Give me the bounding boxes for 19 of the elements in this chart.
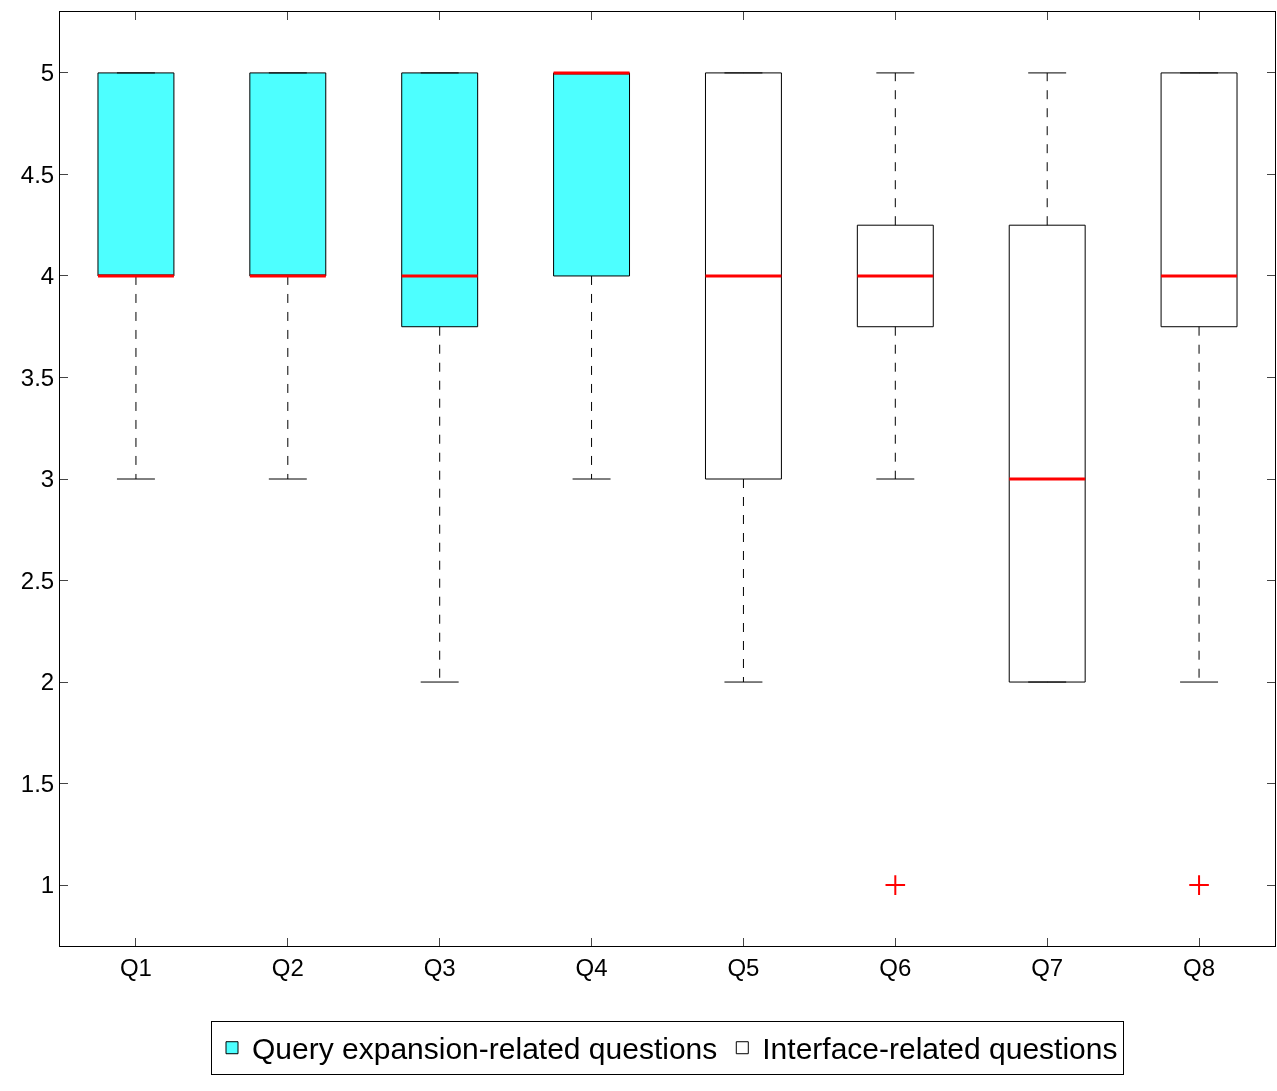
x-tick-label: Q2 xyxy=(271,953,304,981)
x-tick-label: Q3 xyxy=(423,953,456,981)
y-tick-label: 2.5 xyxy=(20,566,55,594)
y-tick-label: 1 xyxy=(40,871,55,899)
y-tick-label: 2 xyxy=(40,668,55,696)
y-tick-label: 1.5 xyxy=(20,769,55,797)
x-tick-label: Q7 xyxy=(1031,953,1064,981)
x-tick-label: Q6 xyxy=(879,953,912,981)
x-tick-label: Q1 xyxy=(119,953,152,981)
y-tick-label: 3.5 xyxy=(20,363,55,391)
legend-label: Query expansion-related questions xyxy=(252,1032,718,1066)
legend-label: Interface-related questions xyxy=(762,1032,1118,1066)
y-tick-label: 4.5 xyxy=(20,160,55,188)
y-tick-label: 4 xyxy=(40,262,55,290)
y-tick-label: 5 xyxy=(40,59,55,87)
x-tick-label: Q5 xyxy=(727,953,760,981)
x-tick-label: Q8 xyxy=(1183,953,1216,981)
x-tick-label: Q4 xyxy=(575,953,608,981)
y-tick-label: 3 xyxy=(40,465,55,493)
